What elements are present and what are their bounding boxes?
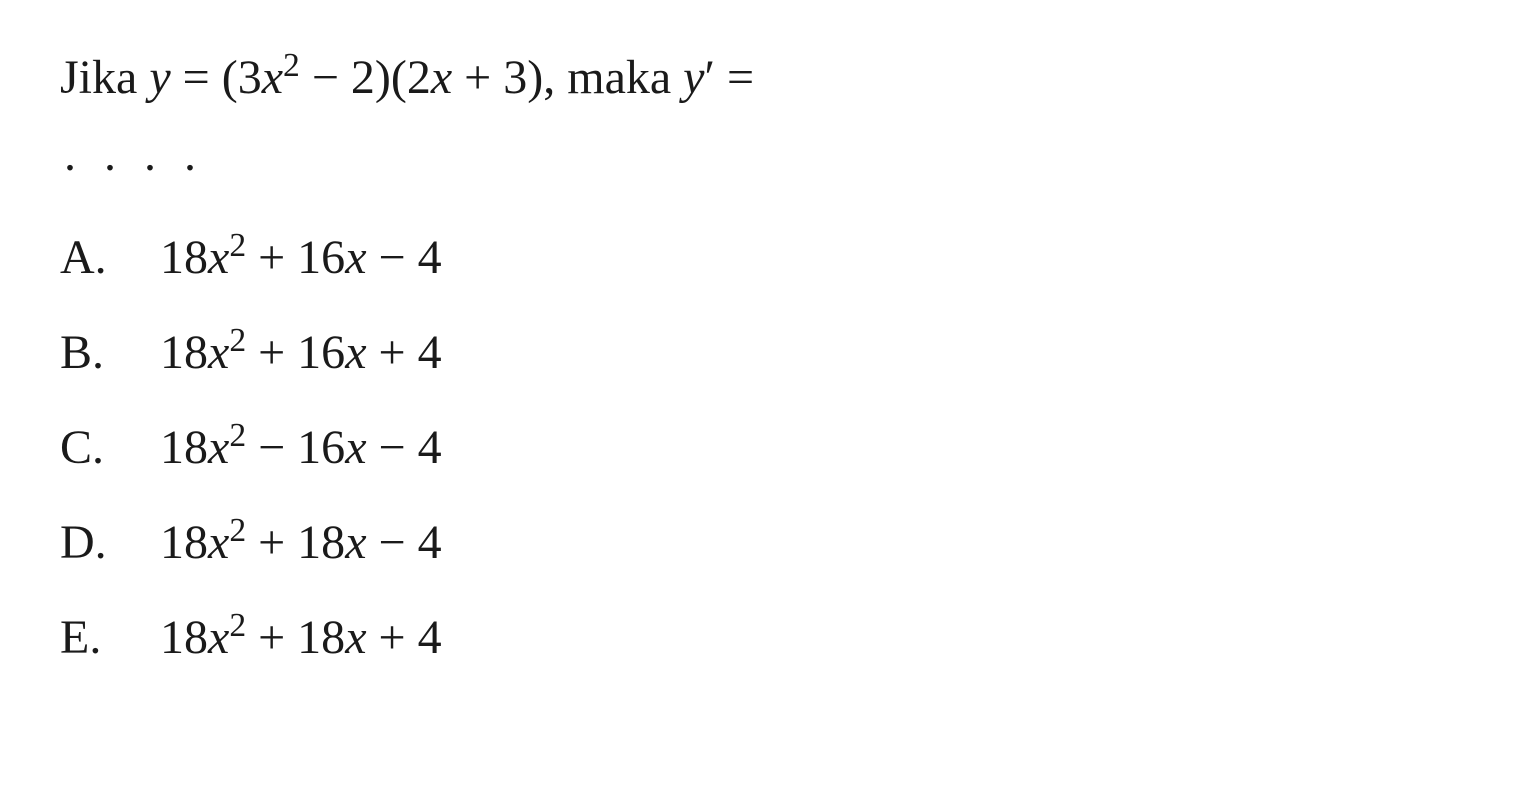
option-a: A. 18x2 + 16x − 4 <box>60 224 1459 291</box>
option-letter: E. <box>60 604 160 671</box>
stem-prefix: Jika <box>60 51 149 104</box>
option-letter: D. <box>60 509 160 576</box>
stem-var-x1: x <box>262 51 283 104</box>
stem-mid1: − 2)(2 <box>300 51 431 104</box>
option-e: E. 18x2 + 18x + 4 <box>60 604 1459 671</box>
options-list: A. 18x2 + 16x − 4 B. 18x2 + 16x + 4 C. 1… <box>60 224 1459 672</box>
stem-var-x2: x <box>431 51 452 104</box>
stem-mid2: + 3), maka <box>452 51 683 104</box>
option-letter: A. <box>60 224 160 291</box>
stem-dots: . . . . <box>64 128 204 181</box>
option-text: 18x2 + 16x − 4 <box>160 224 1459 291</box>
stem-exp1: 2 <box>283 47 300 84</box>
stem-eq1: = (3 <box>171 51 262 104</box>
stem-var-y: y <box>149 51 170 104</box>
option-letter: C. <box>60 414 160 481</box>
option-text: 18x2 − 16x − 4 <box>160 414 1459 481</box>
question-stem: Jika y = (3x2 − 2)(2x + 3), maka y′ = . … <box>60 40 1459 194</box>
option-text: 18x2 + 18x − 4 <box>160 509 1459 576</box>
stem-prime: ′ <box>704 51 715 104</box>
option-letter: B. <box>60 319 160 386</box>
option-d: D. 18x2 + 18x − 4 <box>60 509 1459 576</box>
option-text: 18x2 + 16x + 4 <box>160 319 1459 386</box>
option-c: C. 18x2 − 16x − 4 <box>60 414 1459 481</box>
stem-eq2: = <box>715 51 754 104</box>
stem-var-yprime: y <box>683 51 704 104</box>
option-text: 18x2 + 18x + 4 <box>160 604 1459 671</box>
option-b: B. 18x2 + 16x + 4 <box>60 319 1459 386</box>
